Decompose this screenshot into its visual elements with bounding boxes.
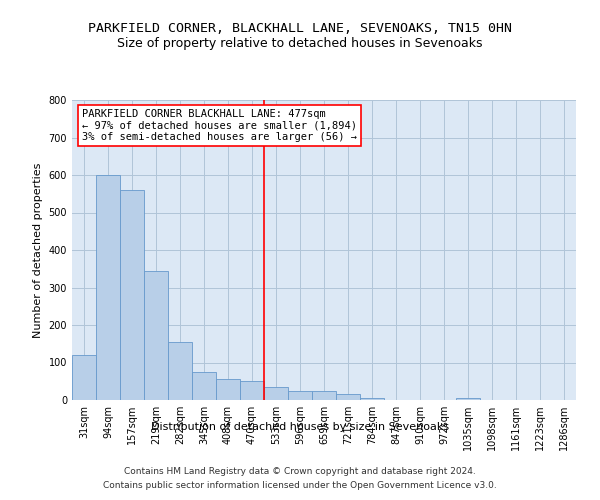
Bar [192, 372, 216, 400]
Text: Distribution of detached houses by size in Sevenoaks: Distribution of detached houses by size … [151, 422, 449, 432]
Text: PARKFIELD CORNER BLACKHALL LANE: 477sqm
← 97% of detached houses are smaller (1,: PARKFIELD CORNER BLACKHALL LANE: 477sqm … [82, 109, 357, 142]
Bar [72, 355, 96, 400]
Bar [456, 398, 480, 400]
Bar [336, 394, 360, 400]
Bar [120, 190, 144, 400]
Text: Size of property relative to detached houses in Sevenoaks: Size of property relative to detached ho… [117, 38, 483, 51]
Bar [96, 175, 120, 400]
Y-axis label: Number of detached properties: Number of detached properties [33, 162, 43, 338]
Bar [264, 387, 288, 400]
Bar [288, 390, 312, 400]
Bar [168, 342, 192, 400]
Text: PARKFIELD CORNER, BLACKHALL LANE, SEVENOAKS, TN15 0HN: PARKFIELD CORNER, BLACKHALL LANE, SEVENO… [88, 22, 512, 36]
Bar [240, 381, 264, 400]
Text: Contains HM Land Registry data © Crown copyright and database right 2024.: Contains HM Land Registry data © Crown c… [124, 468, 476, 476]
Bar [360, 398, 384, 400]
Text: Contains public sector information licensed under the Open Government Licence v3: Contains public sector information licen… [103, 481, 497, 490]
Bar [312, 390, 336, 400]
Bar [144, 270, 168, 400]
Bar [216, 380, 240, 400]
